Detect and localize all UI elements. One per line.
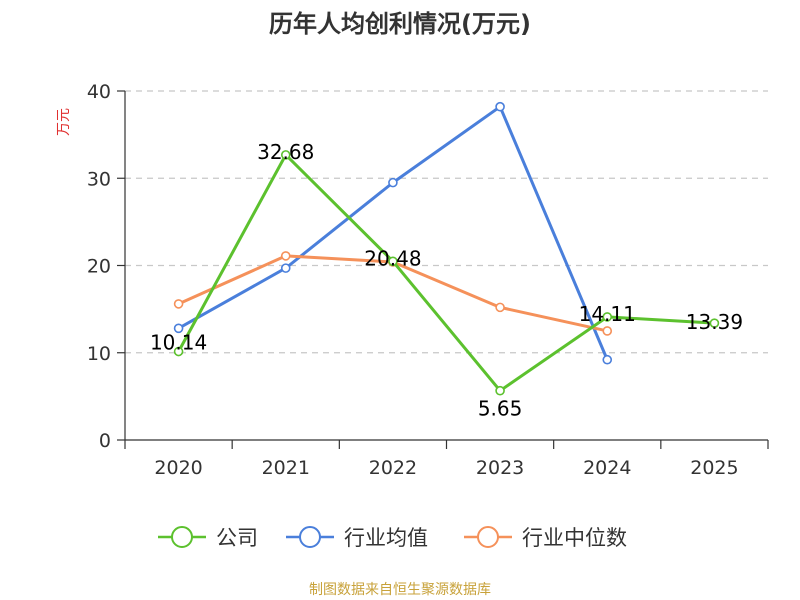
x-tick-label: 2023 — [476, 457, 524, 479]
data-point — [495, 302, 505, 313]
data-point — [495, 385, 505, 396]
data-point — [280, 150, 291, 160]
legend-label: 行业中位数 — [522, 526, 627, 550]
data-point — [602, 326, 613, 336]
legend[interactable]: 公司 行业均值 行业中位数 — [158, 526, 627, 550]
legend-item-0[interactable]: 公司 — [158, 526, 258, 550]
legend-item-1[interactable]: 行业均值 — [286, 526, 428, 550]
data-label: 13.39 — [686, 310, 743, 334]
data-label: 14.11 — [579, 302, 636, 326]
data-label: 20.48 — [364, 246, 421, 270]
data-point — [602, 354, 613, 365]
axes: 0 10 20 30 40 2020 2021 2022 2023 2024 2025 — [87, 81, 769, 479]
x-tick-label: 2025 — [690, 457, 738, 479]
data-label: 32.68 — [257, 140, 314, 164]
series-line-0 — [177, 153, 715, 393]
gridlines — [125, 90, 768, 354]
y-axis-label: 万元 — [56, 108, 72, 136]
x-tick-label: 2020 — [154, 457, 202, 479]
data-source-note: 制图数据来自恒生聚源数据库 — [309, 582, 491, 598]
data-point — [602, 312, 613, 322]
x-tick-label: 2022 — [369, 457, 417, 479]
x-tick-label: 2024 — [583, 457, 631, 479]
data-point — [173, 323, 184, 334]
data-point — [495, 101, 505, 112]
legend-marker — [299, 526, 321, 548]
y-tick-label: 20 — [87, 256, 111, 278]
legend-item-2[interactable]: 行业中位数 — [464, 526, 627, 550]
data-labels: 10.14 32.68 20.48 5.65 14.11 13.39 — [150, 140, 743, 421]
y-tick-label: 0 — [99, 430, 111, 452]
chart-title: 历年人均创利情况(万元) — [269, 10, 531, 38]
y-tick-label: 10 — [87, 343, 111, 365]
legend-label: 行业均值 — [344, 526, 428, 550]
data-point — [280, 251, 291, 261]
data-point — [388, 256, 398, 267]
data-point — [280, 263, 291, 273]
legend-marker — [171, 526, 193, 548]
y-tick-label: 40 — [87, 81, 111, 103]
data-label: 5.65 — [478, 397, 523, 421]
data-point — [173, 346, 184, 357]
y-tick-label: 30 — [87, 168, 111, 190]
series-lines — [173, 101, 720, 396]
x-tick-label: 2021 — [262, 457, 310, 479]
data-point — [173, 299, 184, 309]
data-label: 10.14 — [150, 331, 207, 355]
data-point — [709, 318, 720, 328]
data-point — [388, 177, 398, 188]
legend-marker — [477, 526, 499, 548]
legend-label: 公司 — [216, 526, 258, 550]
